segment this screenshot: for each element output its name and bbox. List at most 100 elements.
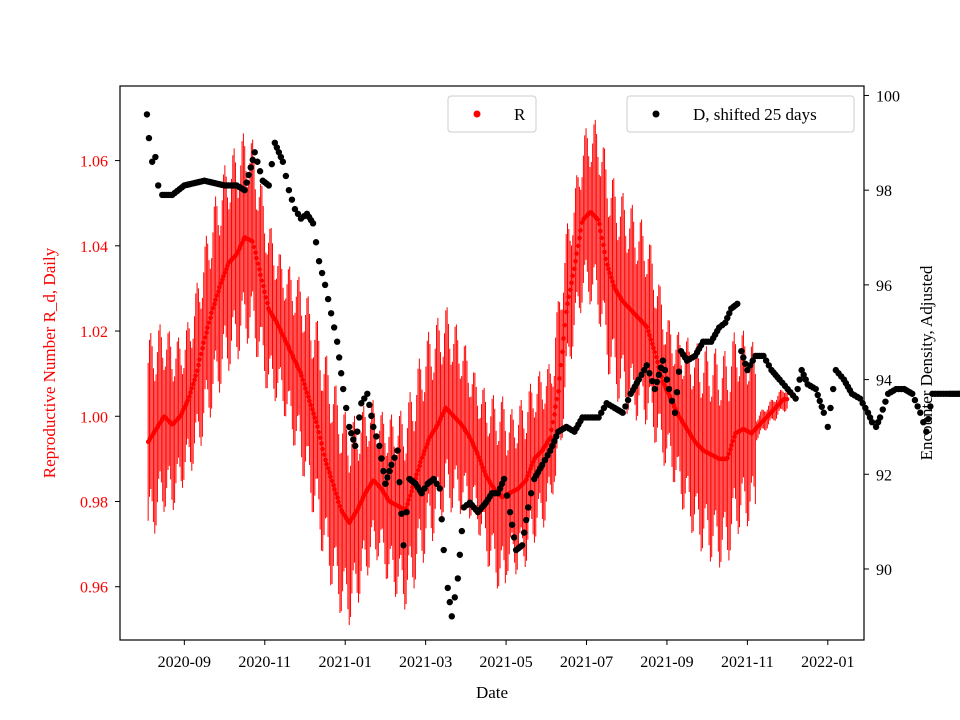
x-tick-label: 2020-11	[238, 654, 291, 671]
d-point	[152, 153, 159, 161]
d-point	[659, 357, 667, 364]
d-point	[350, 436, 357, 443]
d-point	[818, 403, 825, 410]
r-point	[784, 397, 790, 402]
d-point	[396, 478, 403, 486]
d-point	[917, 409, 924, 416]
d-point	[911, 396, 919, 404]
d-point	[643, 362, 651, 369]
y-left-tick-label: 0.96	[80, 580, 108, 597]
d-point	[436, 485, 443, 492]
d-point	[762, 357, 770, 364]
d-point	[914, 403, 921, 410]
d-point	[655, 371, 663, 379]
d-point	[330, 324, 338, 331]
d-point	[760, 352, 767, 360]
d-point	[265, 182, 272, 189]
d-point	[368, 412, 375, 420]
d-point	[598, 409, 605, 416]
d-point	[640, 366, 648, 374]
d-point	[792, 395, 799, 402]
d-point	[503, 492, 511, 499]
d-point	[279, 158, 287, 165]
d-point	[812, 385, 819, 393]
d-point	[366, 401, 373, 409]
r-series	[145, 119, 790, 626]
d-point	[243, 179, 250, 186]
d-point	[354, 428, 361, 435]
d-point	[619, 409, 626, 416]
d-point	[394, 447, 401, 454]
d-point	[624, 396, 632, 404]
x-axis: 2020-09 2020-11 2021-01 2021-03 2021-05 2021-…	[158, 640, 854, 671]
d-point	[663, 376, 671, 383]
d-point	[285, 186, 293, 194]
d-point	[746, 362, 754, 369]
d-point	[671, 409, 679, 416]
d-point	[143, 111, 151, 118]
d-point	[454, 575, 462, 582]
d-point	[595, 414, 602, 421]
d-point	[324, 295, 332, 303]
x-tick-label: 2022-01	[801, 654, 854, 671]
legend-d-label: D, shifted 25 days	[693, 105, 817, 124]
d-point	[653, 378, 661, 386]
d-point	[145, 134, 153, 142]
d-point	[544, 452, 551, 459]
y-left-tick-label: 1.06	[80, 154, 108, 171]
plot-frame	[119, 85, 865, 641]
d-point	[288, 196, 296, 203]
d-point	[438, 516, 445, 523]
d-point	[440, 546, 447, 554]
d-point	[524, 504, 532, 511]
y-right-tick-label: 98	[876, 183, 892, 200]
x-tick-label: 2020-09	[158, 654, 211, 671]
d-point	[430, 475, 437, 483]
d-point	[398, 510, 405, 517]
y-left-tick-label: 0.98	[80, 495, 108, 512]
d-point	[539, 461, 546, 469]
d-point	[421, 485, 428, 492]
d-point	[384, 474, 391, 481]
d-point	[522, 516, 530, 524]
d-point	[925, 415, 932, 423]
d-point	[343, 404, 350, 412]
d-point	[622, 403, 629, 410]
x-axis-label: Date	[476, 683, 508, 702]
d-point	[827, 404, 834, 412]
d-point	[458, 527, 466, 535]
d-point	[744, 366, 751, 374]
y-left-tick-label: 1.04	[80, 239, 108, 256]
x-tick-label: 2021-11	[721, 654, 774, 671]
d-point	[155, 182, 162, 189]
d-point	[651, 385, 659, 393]
d-point	[927, 403, 934, 410]
x-tick-label: 2021-03	[399, 654, 452, 671]
d-point	[448, 613, 455, 620]
d-point	[282, 172, 290, 180]
d-point	[340, 385, 347, 393]
d-point	[508, 521, 516, 528]
x-tick-label: 2021-09	[640, 654, 693, 671]
d-point	[510, 534, 518, 541]
d-point	[520, 529, 528, 536]
d-point	[456, 551, 464, 558]
d-point	[635, 376, 642, 383]
y-right-tick-label: 100	[876, 88, 900, 105]
d-point	[868, 418, 876, 426]
x-tick-label: 2021-01	[319, 654, 372, 671]
d-point	[245, 171, 252, 179]
d-point	[734, 300, 741, 308]
legend-r-marker	[473, 110, 481, 118]
d-point	[668, 397, 676, 405]
d-point	[148, 158, 156, 165]
d-point	[738, 347, 745, 355]
d-point	[403, 508, 410, 516]
d-point	[337, 370, 345, 377]
d-point	[824, 423, 832, 431]
d-point	[500, 475, 508, 483]
d-point	[309, 220, 317, 227]
d-point	[254, 158, 261, 165]
d-point	[820, 409, 827, 416]
d-point	[241, 186, 248, 194]
